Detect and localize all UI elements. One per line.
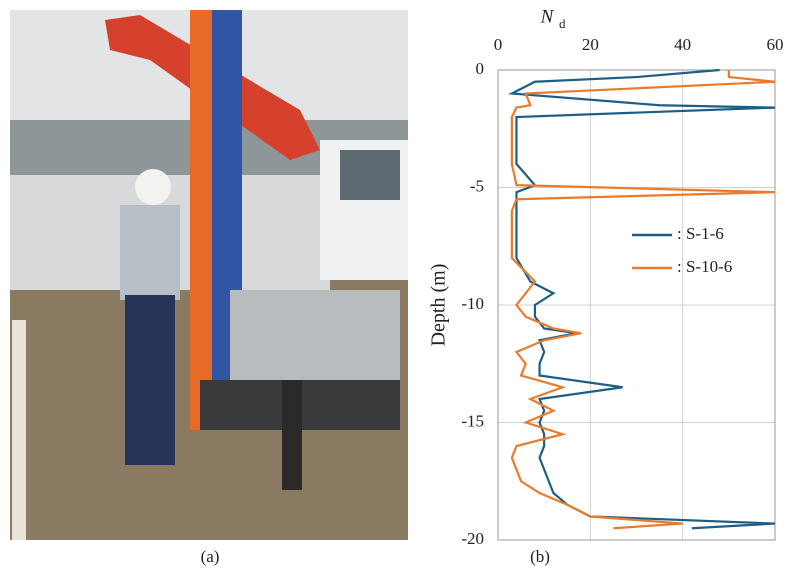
y-tick-label: -10 bbox=[461, 294, 484, 313]
x-tick-label: 60 bbox=[767, 35, 784, 54]
legend-label: : S-10-6 bbox=[677, 257, 732, 276]
y-tick-label: -20 bbox=[461, 529, 484, 548]
y-axis-title: Depth (m) bbox=[428, 264, 450, 347]
photo bbox=[10, 10, 408, 540]
x-tick-label: 20 bbox=[582, 35, 599, 54]
y-tick-label: -15 bbox=[461, 411, 484, 430]
y-tick-label: 0 bbox=[476, 59, 485, 78]
legend-label: : S-1-6 bbox=[677, 224, 724, 243]
data-line bbox=[510, 70, 776, 530]
x-tick-label: 0 bbox=[494, 35, 503, 54]
x-axis-title-sub: d bbox=[559, 16, 566, 31]
caption: (b) bbox=[530, 547, 550, 566]
data-line bbox=[507, 68, 776, 530]
y-tick-label: -5 bbox=[470, 176, 484, 195]
plot-frame bbox=[497, 69, 776, 541]
caption: (a) bbox=[201, 547, 220, 566]
x-tick-label: 40 bbox=[674, 35, 691, 54]
x-axis-title: N bbox=[540, 6, 555, 27]
